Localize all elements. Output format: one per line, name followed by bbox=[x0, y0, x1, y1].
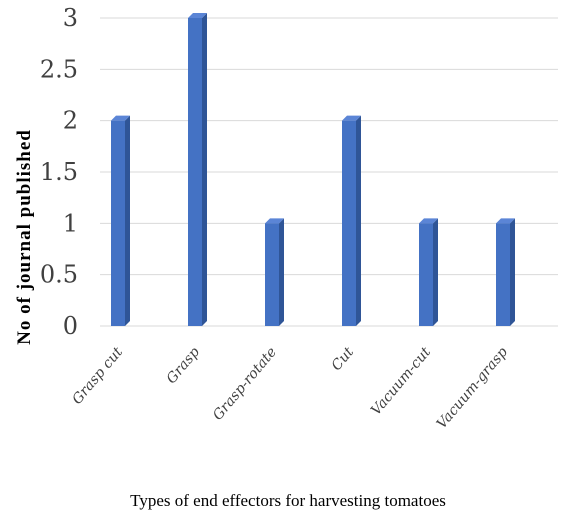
bar-top bbox=[342, 115, 361, 121]
x-tick-label: Vacuum-cut bbox=[368, 344, 434, 419]
x-tick-label: Cut bbox=[329, 344, 358, 374]
bar-top bbox=[188, 13, 207, 18]
y-axis-label: No of journal published bbox=[14, 129, 35, 345]
y-tick-label: 0 bbox=[63, 312, 78, 340]
bar-top bbox=[111, 115, 130, 121]
x-tick-label: Grasp bbox=[164, 344, 204, 387]
x-tick-label: Grasp cut bbox=[69, 344, 126, 408]
y-tick-label: 2.5 bbox=[40, 55, 78, 83]
bar bbox=[188, 13, 207, 326]
bar-side bbox=[433, 218, 438, 326]
bar-front bbox=[265, 223, 279, 326]
bar-front bbox=[342, 120, 356, 327]
bar bbox=[111, 115, 130, 327]
bar-front bbox=[188, 18, 202, 326]
bar-side bbox=[356, 115, 361, 327]
bar-top bbox=[419, 218, 438, 224]
y-tick-label: 1 bbox=[63, 209, 78, 237]
bar-side bbox=[510, 218, 515, 326]
y-tick-label: 0.5 bbox=[40, 261, 78, 289]
bar-side bbox=[279, 218, 284, 326]
bar bbox=[342, 115, 361, 327]
bar bbox=[419, 218, 438, 326]
y-axis-ticks: 0 0.5 1 1.5 2 2.5 3 bbox=[40, 4, 78, 340]
x-tick-label: Grasp-rotate bbox=[210, 344, 280, 423]
bar-top bbox=[496, 218, 515, 224]
gridlines bbox=[100, 17, 558, 327]
x-tick-label: Vacuum-grasp bbox=[434, 344, 511, 432]
bar-front bbox=[111, 120, 125, 327]
bars bbox=[111, 13, 515, 327]
bar-front bbox=[496, 223, 510, 326]
bar-side bbox=[202, 13, 207, 326]
bar bbox=[496, 218, 515, 326]
y-tick-label: 1.5 bbox=[40, 158, 78, 186]
x-axis-ticks: Grasp cut Grasp Grasp-rotate Cut Vacuum-cut V… bbox=[69, 344, 511, 432]
x-axis-label: Types of end effectors for harvesting to… bbox=[130, 491, 446, 510]
bar-top bbox=[265, 218, 284, 224]
bar-side bbox=[125, 115, 130, 327]
y-tick-label: 2 bbox=[63, 107, 78, 135]
y-tick-label: 3 bbox=[63, 4, 78, 32]
bar bbox=[265, 218, 284, 326]
bar-front bbox=[419, 223, 433, 326]
